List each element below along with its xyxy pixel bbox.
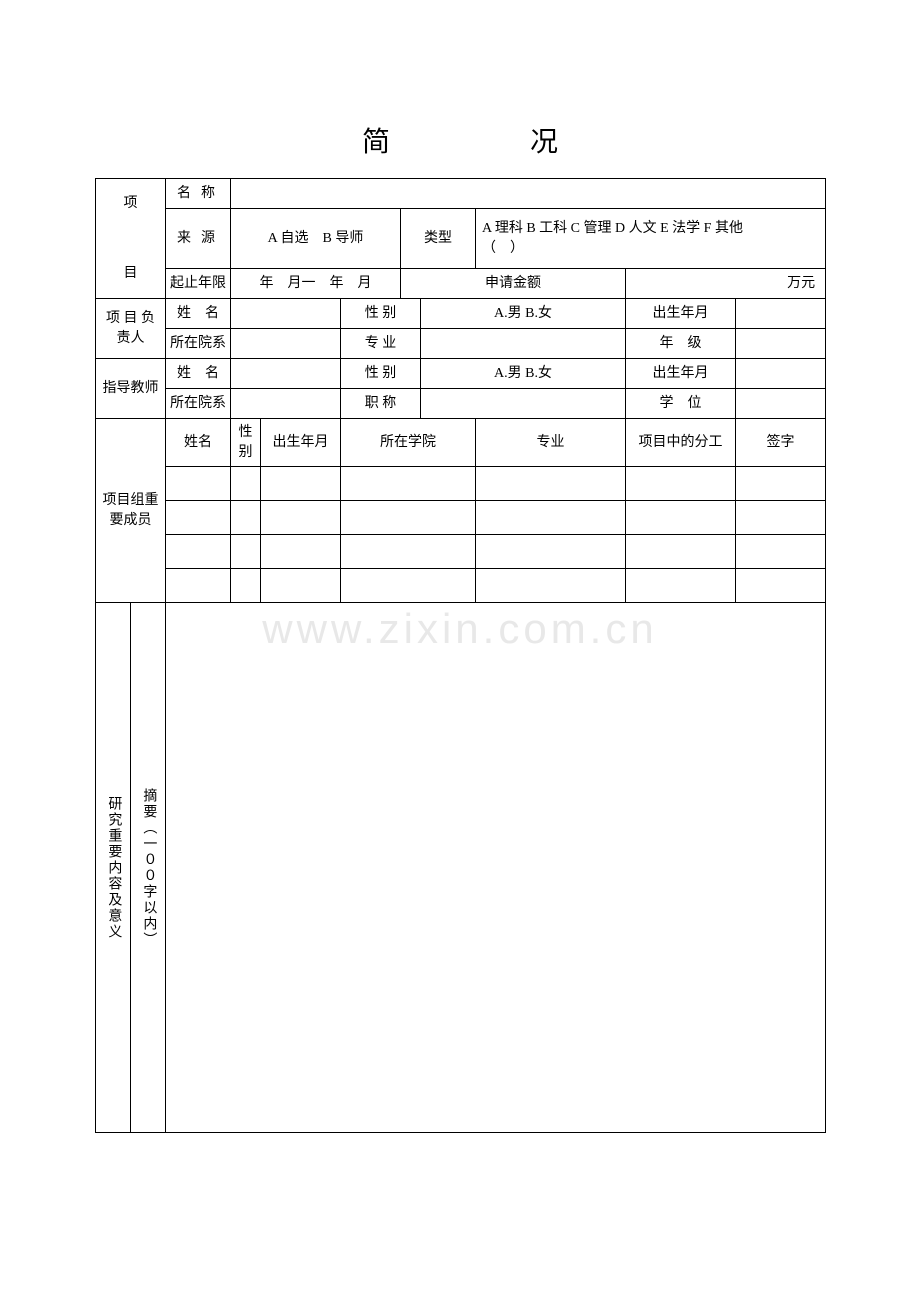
- label-abstract-left: 研究重要内容及意义: [96, 603, 131, 1133]
- table-row: [96, 569, 826, 603]
- cell-source-opts: A 自选 B 导师: [231, 209, 401, 269]
- cell-advisor-title: [421, 389, 626, 419]
- cell-duration: 年 月一 年 月: [231, 269, 401, 299]
- cell-leader-gender: A.男 B.女: [421, 299, 626, 329]
- col-mmajor: 专业: [476, 419, 626, 467]
- label-adept: 所在院系: [166, 389, 231, 419]
- label-agender: 性 别: [341, 359, 421, 389]
- table-row: [96, 535, 826, 569]
- col-mcollege: 所在学院: [341, 419, 476, 467]
- page-title: 简况: [95, 120, 825, 160]
- label-leader: 项 目 负责人: [96, 299, 166, 359]
- label-pname: 姓 名: [166, 299, 231, 329]
- cell-project-name: [231, 179, 826, 209]
- col-mgender: 性别: [231, 419, 261, 467]
- label-members: 项目组重要成员: [96, 419, 166, 603]
- label-abstract-right: 摘要（一００字以内）: [131, 603, 166, 1133]
- cell-leader-grade: [736, 329, 826, 359]
- label-major: 专 业: [341, 329, 421, 359]
- label-type: 类型: [401, 209, 476, 269]
- cell-leader-major: [421, 329, 626, 359]
- label-gender: 性 别: [341, 299, 421, 329]
- label-birth: 出生年月: [626, 299, 736, 329]
- cell-advisor-name: [231, 359, 341, 389]
- cell-advisor-birth: [736, 359, 826, 389]
- col-mbirth: 出生年月: [261, 419, 341, 467]
- label-source: 来源: [166, 209, 231, 269]
- cell-leader-dept: [231, 329, 341, 359]
- cell-advisor-degree: [736, 389, 826, 419]
- cell-abstract: [166, 603, 826, 1133]
- table-row: [96, 501, 826, 535]
- cell-leader-name: [231, 299, 341, 329]
- label-abirth: 出生年月: [626, 359, 736, 389]
- cell-leader-birth: [736, 299, 826, 329]
- col-mrole: 项目中的分工: [626, 419, 736, 467]
- table-row: [96, 467, 826, 501]
- col-mname: 姓名: [166, 419, 231, 467]
- label-title: 职 称: [341, 389, 421, 419]
- cell-advisor-dept: [231, 389, 341, 419]
- label-amount: 申请金额: [401, 269, 626, 299]
- cell-advisor-gender: A.男 B.女: [421, 359, 626, 389]
- label-degree: 学 位: [626, 389, 736, 419]
- label-advisor: 指导教师: [96, 359, 166, 419]
- label-duration: 起止年限: [166, 269, 231, 299]
- label-name: 名称: [166, 179, 231, 209]
- label-project: 项目: [96, 179, 166, 299]
- col-msign: 签字: [736, 419, 826, 467]
- cell-amount: 万元: [626, 269, 826, 299]
- label-aname: 姓 名: [166, 359, 231, 389]
- form-table: 项目 名称 来源 A 自选 B 导师 类型 A 理科 B 工科 C 管理 D 人…: [95, 178, 826, 1133]
- label-dept: 所在院系: [166, 329, 231, 359]
- cell-type-opts: A 理科 B 工科 C 管理 D 人文 E 法学 F 其他（ ）: [476, 209, 826, 269]
- label-grade: 年 级: [626, 329, 736, 359]
